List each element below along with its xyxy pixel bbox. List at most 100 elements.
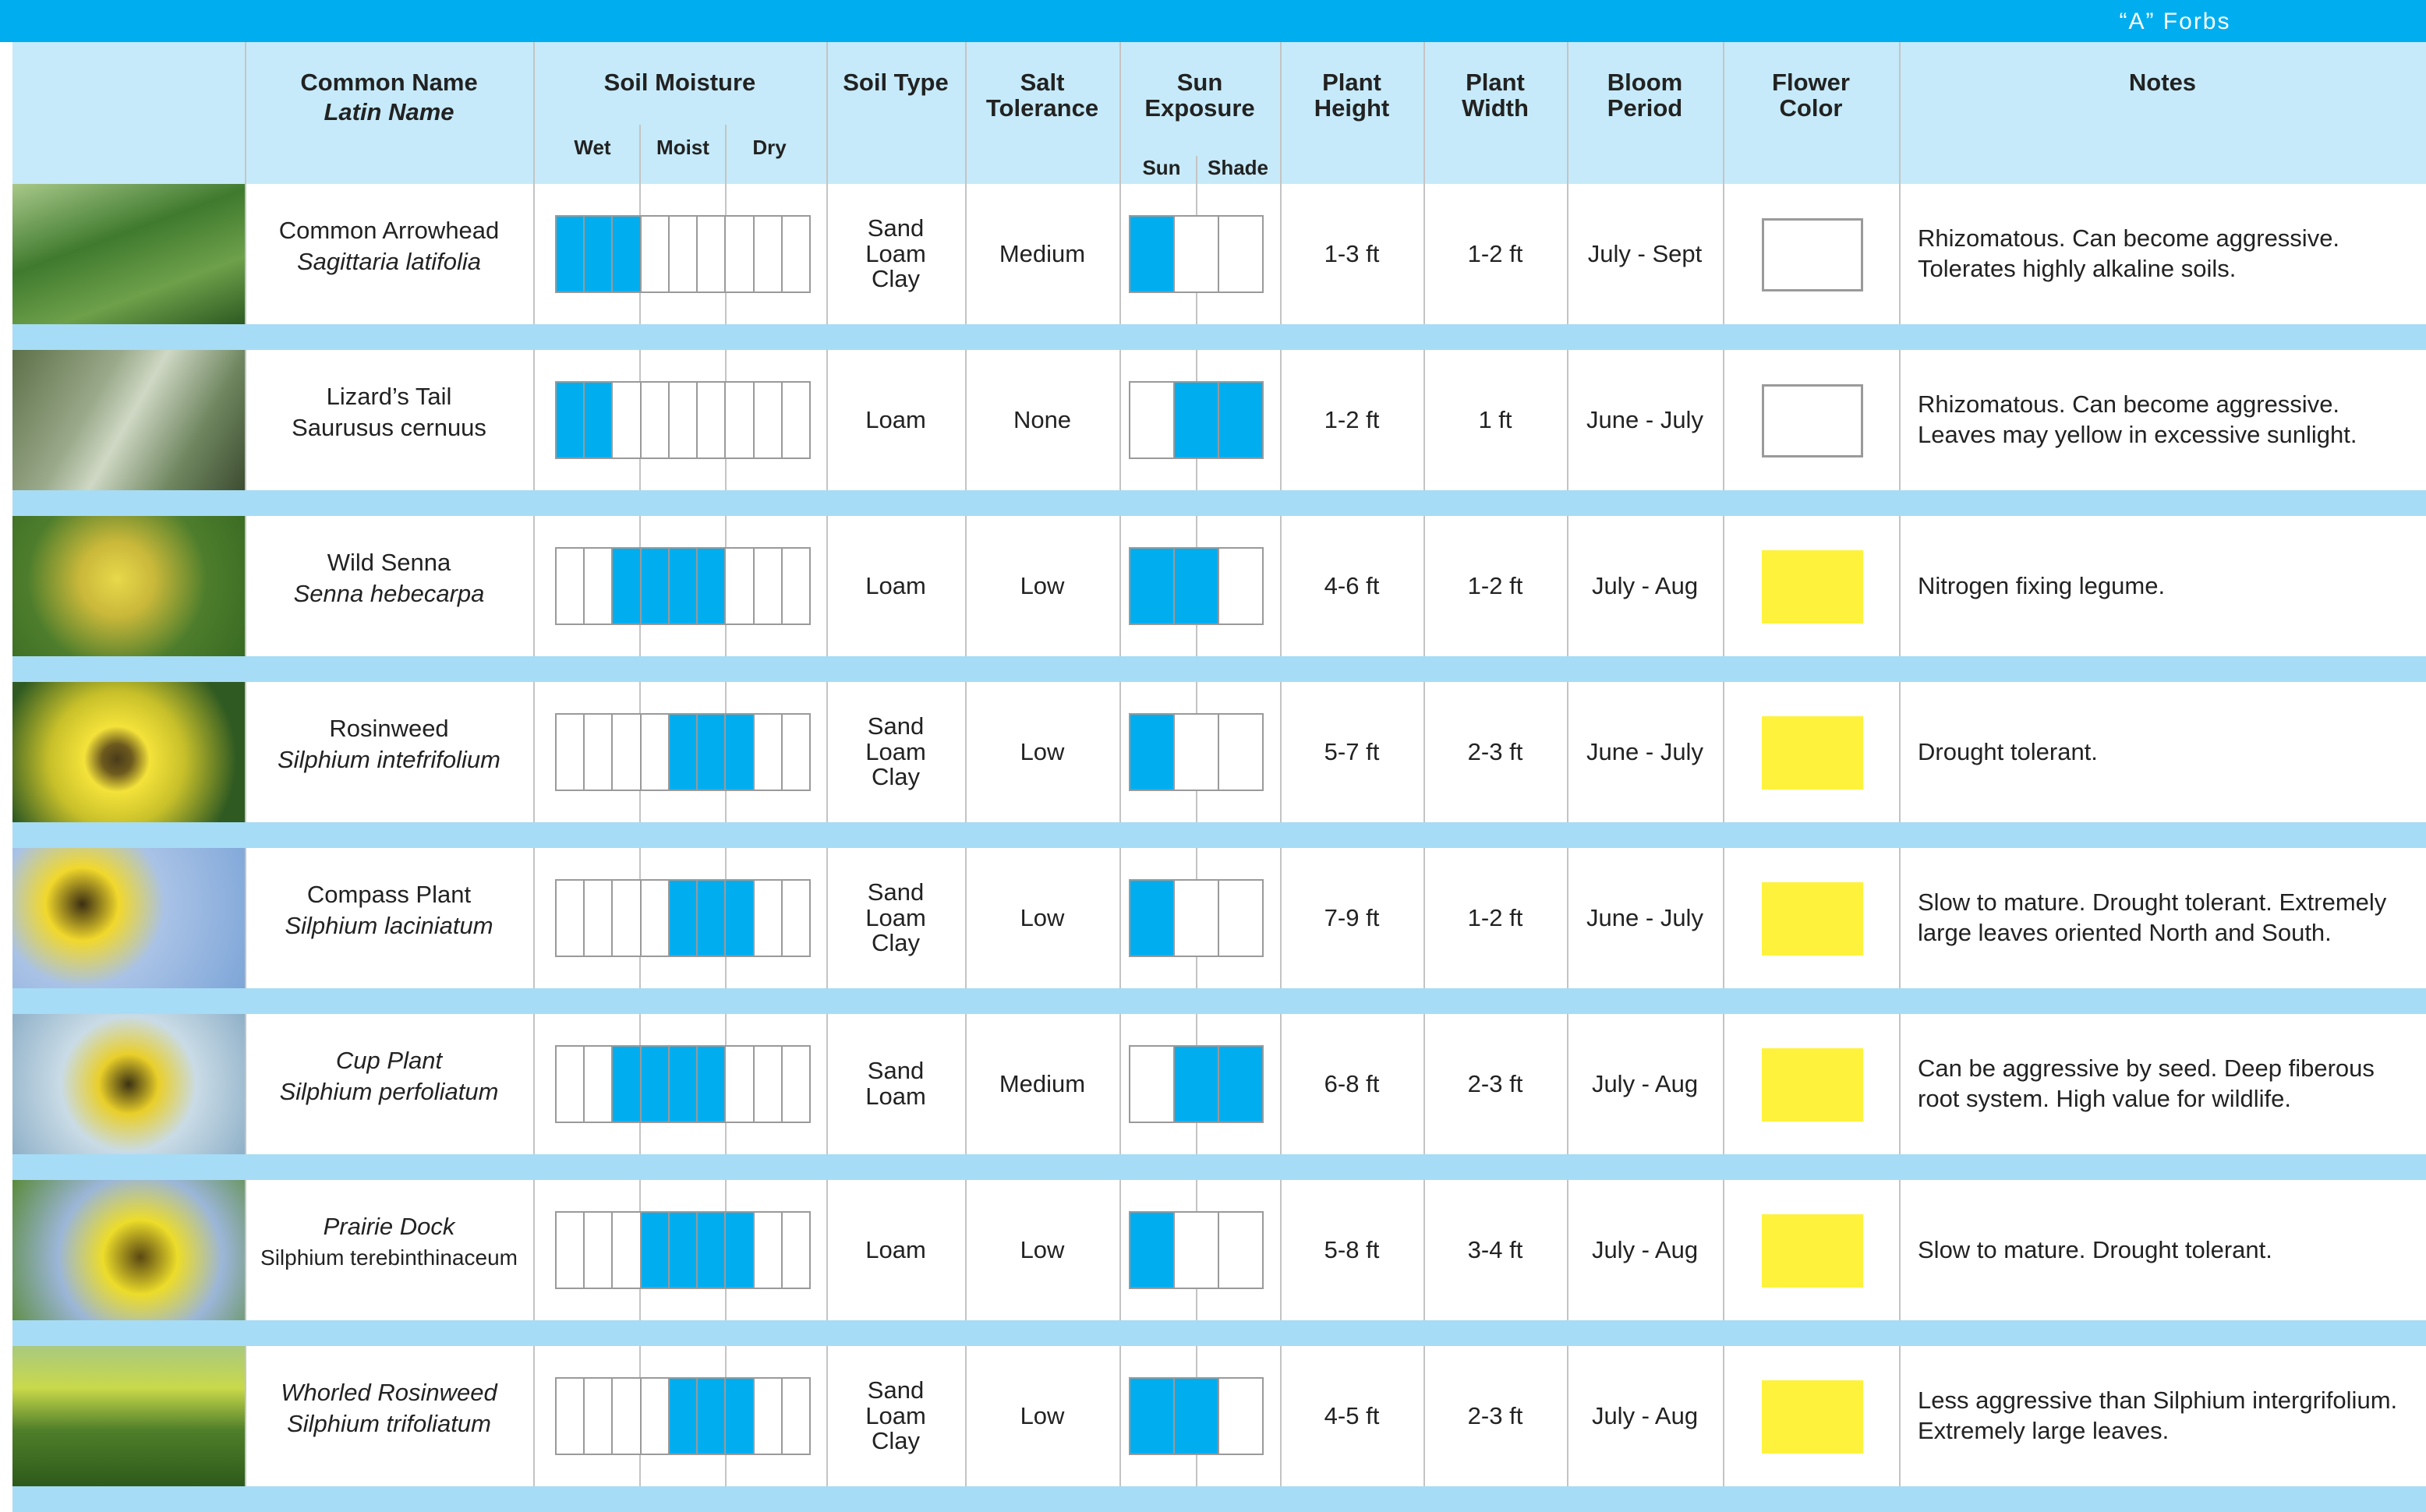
plant-width: 1-2 ft bbox=[1467, 571, 1523, 599]
column-divider bbox=[1423, 1180, 1425, 1320]
sun-cell bbox=[1173, 547, 1219, 625]
column-divider bbox=[1119, 42, 1121, 184]
column-divider bbox=[533, 848, 535, 988]
moisture-cell bbox=[724, 879, 755, 957]
sun-cell bbox=[1173, 381, 1219, 459]
flower-color bbox=[1762, 218, 1863, 291]
flower-color bbox=[1762, 882, 1863, 956]
moisture-cell bbox=[724, 381, 755, 459]
column-divider bbox=[1899, 848, 1901, 988]
band bbox=[12, 988, 2426, 1014]
sun-cell bbox=[1218, 1377, 1264, 1455]
sun-cell bbox=[1218, 1211, 1264, 1289]
moisture-cell bbox=[611, 215, 642, 293]
column-divider bbox=[1723, 1346, 1724, 1486]
moisture-cell bbox=[611, 1211, 642, 1289]
band bbox=[12, 490, 2426, 516]
salt-tolerance: Low bbox=[1020, 737, 1065, 765]
column-divider bbox=[1899, 516, 1901, 656]
column-divider bbox=[1899, 42, 1901, 184]
column-divider bbox=[965, 516, 967, 656]
moisture-cell bbox=[639, 547, 670, 625]
moisture-cell bbox=[667, 381, 698, 459]
moisture-cell bbox=[639, 879, 670, 957]
column-divider bbox=[1723, 184, 1724, 324]
common-name: Lizard’s Tail bbox=[326, 382, 452, 410]
column-divider bbox=[1567, 1180, 1568, 1320]
flower-color bbox=[1762, 384, 1863, 457]
moisture-cell bbox=[555, 381, 585, 459]
column-divider bbox=[639, 125, 641, 184]
column-subheader: Moist bbox=[656, 136, 709, 160]
notes: Rhizomatous. Can become aggressive. Tole… bbox=[1918, 224, 2340, 282]
moisture-cell bbox=[752, 1045, 783, 1123]
photo bbox=[12, 1180, 245, 1320]
common-name: Prairie Dock bbox=[323, 1212, 455, 1240]
column-header: Latin Name bbox=[324, 98, 454, 125]
plant-height: 5-8 ft bbox=[1324, 1235, 1380, 1263]
moisture-cell bbox=[639, 215, 670, 293]
band bbox=[12, 324, 2426, 350]
column-header: Soil Moisture bbox=[603, 69, 756, 96]
bloom-period: June - July bbox=[1586, 903, 1703, 931]
moisture-cell bbox=[724, 1045, 755, 1123]
column-divider bbox=[1723, 1180, 1724, 1320]
band bbox=[12, 656, 2426, 682]
column-subheader: Sun bbox=[1142, 156, 1181, 180]
plant-width: 2-3 ft bbox=[1467, 737, 1523, 765]
column-header: Sun Exposure bbox=[1144, 69, 1255, 122]
column-divider bbox=[245, 184, 246, 324]
column-divider bbox=[826, 42, 828, 184]
photo bbox=[12, 184, 245, 324]
column-divider bbox=[1423, 42, 1425, 184]
plant-height: 4-6 ft bbox=[1324, 571, 1380, 599]
bloom-period: July - Aug bbox=[1591, 1401, 1699, 1429]
moisture-cell bbox=[667, 1377, 698, 1455]
notes: Rhizomatous. Can become aggressive. Leav… bbox=[1918, 390, 2357, 448]
moisture-cell bbox=[780, 713, 811, 791]
column-divider bbox=[1567, 516, 1568, 656]
sun-cell bbox=[1218, 547, 1264, 625]
column-divider bbox=[1567, 1346, 1568, 1486]
column-divider bbox=[826, 184, 828, 324]
column-divider bbox=[1899, 1346, 1901, 1486]
moisture-cell bbox=[555, 1377, 585, 1455]
column-divider bbox=[1119, 184, 1121, 324]
sun-cell bbox=[1218, 1045, 1264, 1123]
sun-cell bbox=[1218, 381, 1264, 459]
moisture-cell bbox=[724, 1377, 755, 1455]
column-divider bbox=[245, 42, 246, 184]
column-divider bbox=[1423, 184, 1425, 324]
latin-name: Silphium intefrifolium bbox=[278, 745, 500, 773]
moisture-cell bbox=[583, 879, 614, 957]
sun-cell bbox=[1173, 215, 1219, 293]
soil-type: Loam bbox=[865, 571, 926, 599]
title-bar bbox=[0, 0, 2426, 42]
sun-cell bbox=[1129, 1045, 1175, 1123]
salt-tolerance: Low bbox=[1020, 1401, 1065, 1429]
column-subheader: Dry bbox=[752, 136, 787, 160]
common-name: Wild Senna bbox=[327, 548, 451, 576]
column-divider bbox=[533, 1014, 535, 1154]
column-divider bbox=[826, 1346, 828, 1486]
bloom-period: June - July bbox=[1586, 737, 1703, 765]
moisture-cell bbox=[583, 1211, 614, 1289]
moisture-cell bbox=[583, 1045, 614, 1123]
column-divider bbox=[826, 350, 828, 490]
column-header: Plant Width bbox=[1462, 69, 1529, 122]
flower-color bbox=[1762, 1214, 1863, 1288]
moisture-cell bbox=[780, 547, 811, 625]
column-divider bbox=[1119, 1180, 1121, 1320]
plant-width: 1-2 ft bbox=[1467, 239, 1523, 267]
common-name: Common Arrowhead bbox=[278, 216, 500, 244]
latin-name: Silphium terebinthinaceum bbox=[260, 1245, 518, 1270]
sun-cell bbox=[1129, 879, 1175, 957]
column-divider bbox=[1567, 350, 1568, 490]
notes: Less aggressive than Silphium intergrifo… bbox=[1918, 1387, 2398, 1444]
column-divider bbox=[245, 350, 246, 490]
moisture-cell bbox=[780, 1045, 811, 1123]
column-divider bbox=[1423, 1014, 1425, 1154]
plant-width: 1 ft bbox=[1478, 405, 1512, 433]
sun-cell bbox=[1218, 215, 1264, 293]
column-divider bbox=[533, 682, 535, 822]
